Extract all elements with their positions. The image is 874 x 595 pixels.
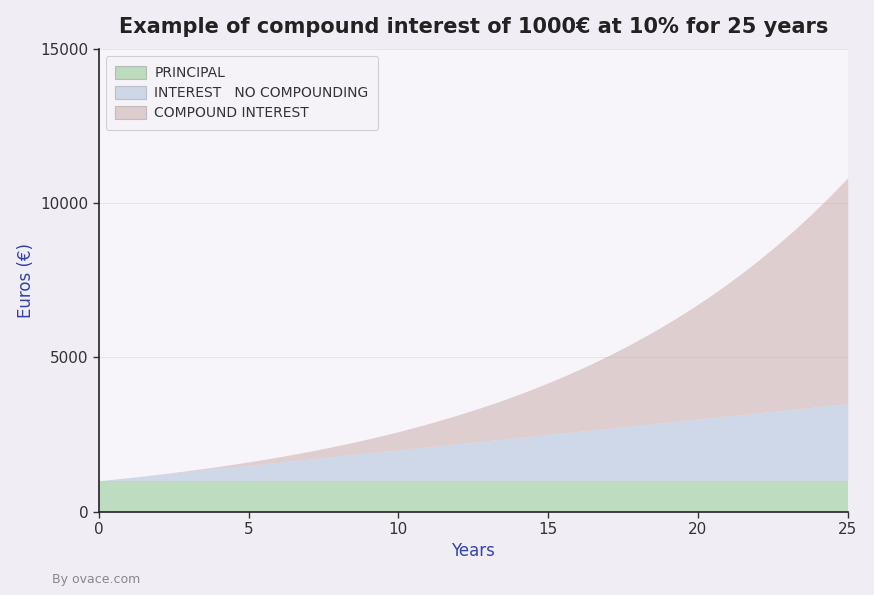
X-axis label: Years: Years: [451, 543, 496, 560]
Legend: PRINCIPAL, INTEREST   NO COMPOUNDING, COMPOUND INTEREST: PRINCIPAL, INTEREST NO COMPOUNDING, COMP…: [106, 57, 378, 130]
Title: Example of compound interest of 1000€ at 10% for 25 years: Example of compound interest of 1000€ at…: [119, 17, 828, 37]
Y-axis label: Euros (€): Euros (€): [17, 243, 35, 318]
Text: By ovace.com: By ovace.com: [52, 573, 141, 586]
